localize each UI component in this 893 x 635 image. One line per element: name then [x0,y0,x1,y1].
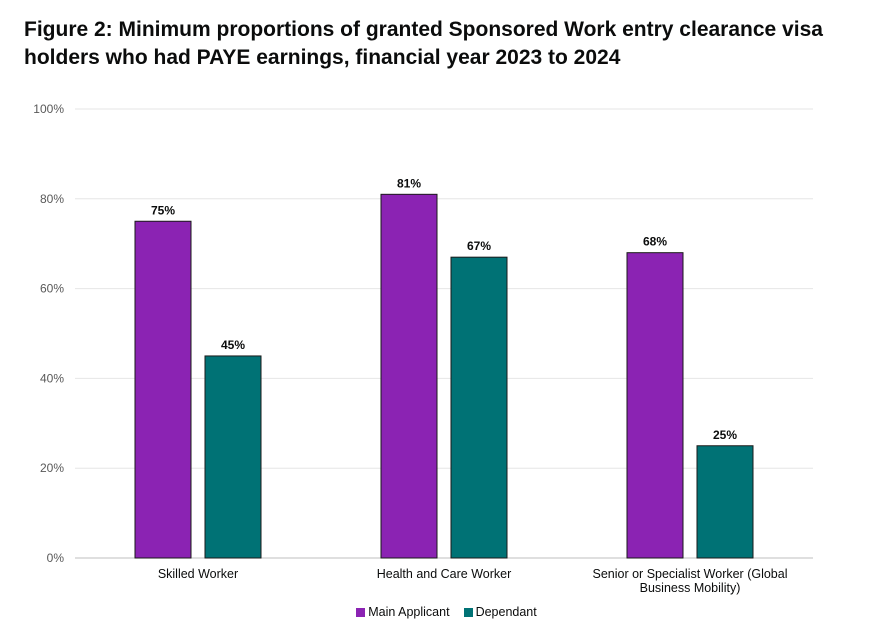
x-tick-label: Skilled Worker [158,567,238,581]
data-label: 25% [713,428,737,442]
bar [134,220,192,559]
data-label: 45% [221,338,245,352]
legend-swatch-dependant [463,607,473,617]
y-tick-label: 80% [40,192,64,206]
legend-item-main-applicant[interactable]: Main Applicant [356,605,450,619]
data-label: 67% [467,239,491,253]
x-tick-label: Business Mobility) [640,581,741,595]
chart-title: Figure 2: Minimum proportions of granted… [24,18,823,69]
legend-label-main-applicant: Main Applicant [368,605,450,619]
bar [204,355,262,559]
legend-label-dependant: Dependant [475,605,537,619]
bar [450,256,508,559]
data-label: 75% [151,203,175,217]
bar [626,252,684,559]
data-label: 81% [397,176,421,190]
legend: Main Applicant Dependant [0,605,893,619]
x-tick-label: Health and Care Worker [377,567,512,581]
legend-item-dependant[interactable]: Dependant [463,605,537,619]
legend-swatch-main-applicant [356,607,366,617]
data-label: 68% [643,235,667,249]
y-tick-label: 60% [40,282,64,296]
bar [380,193,438,559]
y-tick-label: 100% [33,102,64,116]
x-tick-label: Senior or Specialist Worker (Global [593,567,788,581]
bar [696,445,754,559]
y-tick-label: 20% [40,461,64,475]
y-tick-label: 40% [40,371,64,385]
y-tick-label: 0% [47,551,65,565]
